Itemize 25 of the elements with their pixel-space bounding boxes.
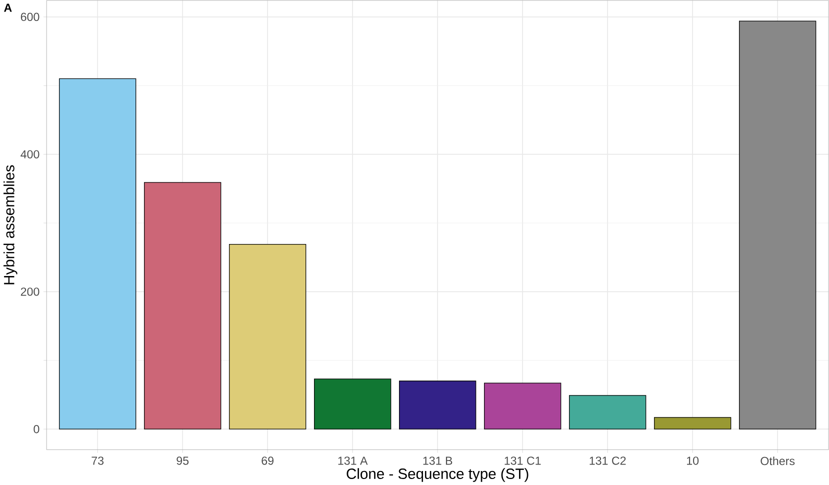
y-tick-label: 400 (20, 150, 40, 158)
x-tick-label: 131 B (423, 456, 452, 465)
x-axis-title: Clone - Sequence type (ST) (346, 468, 528, 482)
x-tick-label: 131 C1 (504, 456, 541, 465)
x-tick-label: 73 (92, 456, 104, 465)
x-tick-label: 10 (687, 456, 699, 465)
bar (654, 416, 732, 430)
bar (314, 378, 392, 430)
bar (739, 20, 816, 430)
y-tick-label: 600 (20, 12, 40, 21)
x-tick-label: 131 A (338, 456, 368, 465)
y-axis-title: Hybrid assemblies (4, 165, 18, 284)
bar (144, 182, 222, 430)
bar (399, 380, 476, 430)
x-tick-label: 131 C2 (590, 456, 626, 465)
bar (59, 78, 136, 430)
text: A (4, 4, 12, 12)
x-tick-label: 95 (176, 456, 189, 465)
bar (229, 244, 306, 430)
x-tick-label: Others (760, 456, 795, 465)
y-tick-label: 0 (34, 424, 40, 433)
x-tick-label: 69 (262, 456, 274, 465)
bar (569, 394, 646, 430)
y-tick-label: 200 (20, 287, 40, 296)
bar (484, 382, 562, 430)
